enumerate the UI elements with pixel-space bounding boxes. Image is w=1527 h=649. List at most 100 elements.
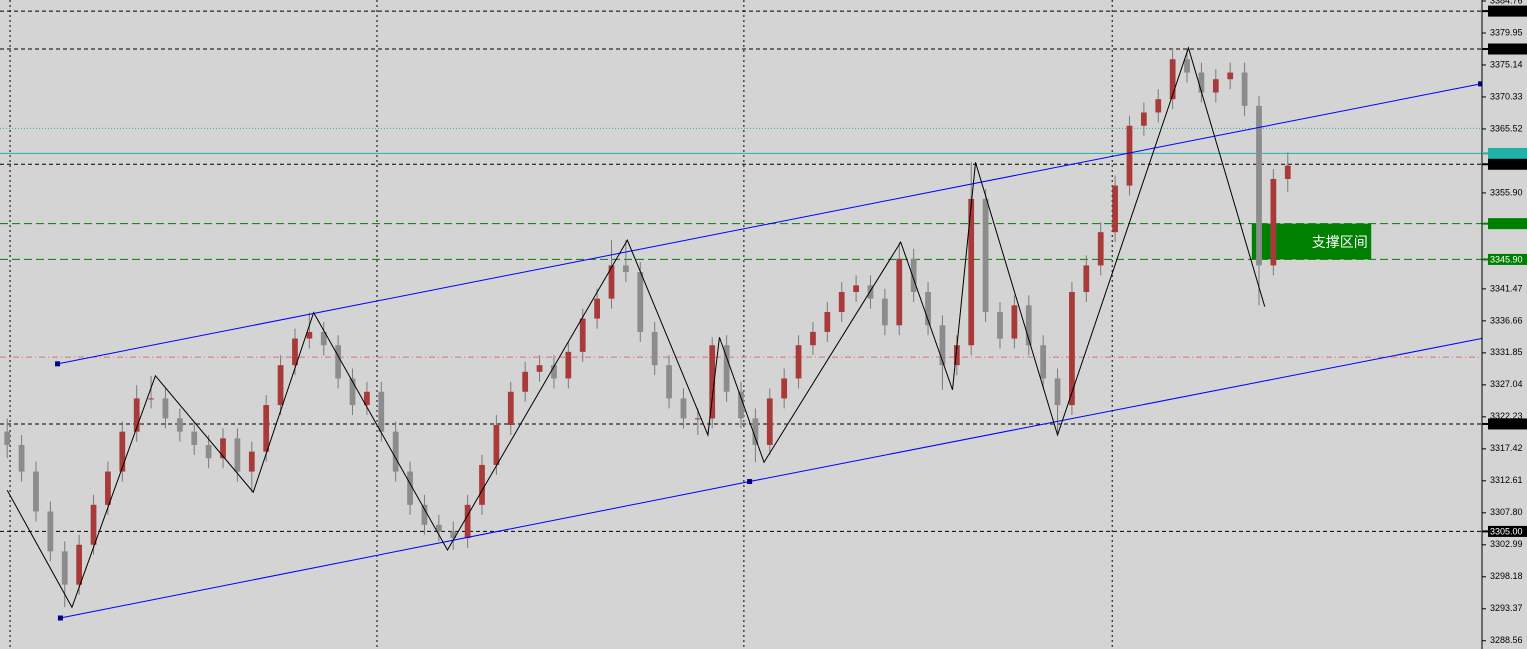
candle-body (1112, 185, 1118, 233)
candle-body (838, 292, 845, 312)
candle-body (565, 351, 572, 379)
candle-body (723, 345, 730, 392)
candle-body (752, 418, 759, 445)
candle-body (637, 272, 644, 332)
candle-body (623, 265, 629, 273)
candle-body (479, 464, 485, 505)
candle-body (882, 298, 888, 326)
candle-body (1025, 305, 1032, 346)
candle-body (1198, 72, 1205, 93)
y-tick-label: 3293.37 (1490, 603, 1523, 613)
candle-body (522, 371, 529, 392)
candle-body (234, 438, 241, 472)
candle-body (867, 285, 874, 299)
candle-body (925, 292, 931, 326)
candle-body (507, 391, 514, 426)
y-tick-label: 3327.04 (1490, 379, 1523, 389)
candle-body (766, 398, 773, 445)
candle-body (738, 391, 744, 419)
candle-body (651, 331, 658, 366)
candle-body (810, 331, 816, 346)
y-tick-label: 3336.66 (1490, 315, 1523, 325)
candle-body (450, 531, 457, 539)
candle-body (263, 405, 270, 452)
candle-body (910, 258, 917, 293)
trend-anchor (1478, 81, 1484, 87)
candle-body (4, 431, 11, 445)
candle-body (694, 418, 701, 420)
candle-body (306, 331, 313, 339)
candle-body (594, 298, 600, 319)
candle-body (1270, 178, 1277, 266)
level-label-bg (1488, 5, 1527, 17)
y-tick-label: 3379.95 (1490, 27, 1523, 37)
y-tick-label: 3302.99 (1490, 539, 1523, 549)
candle-body (1284, 165, 1291, 179)
candle-body (61, 551, 68, 585)
candle-body (18, 444, 25, 472)
candle-body (824, 311, 831, 332)
candle-body (781, 378, 788, 399)
candle-body (320, 331, 327, 346)
trend-anchor (57, 615, 63, 621)
candle-body (1097, 232, 1104, 266)
candle-body (1140, 112, 1147, 126)
candle-body (1040, 345, 1047, 379)
candle-body (853, 285, 859, 293)
candle-body (220, 438, 226, 459)
y-tick-label: 3322.23 (1490, 411, 1523, 421)
candle-body (364, 391, 370, 406)
y-tick-label: 3355.90 (1490, 187, 1523, 197)
zone-label: 支撑区间 (1312, 234, 1368, 250)
candle-body (292, 338, 298, 366)
axis-panel (1482, 0, 1527, 649)
level-label-bg (1488, 253, 1527, 265)
level-label: 3345.90 (1490, 254, 1523, 264)
candle-body (795, 345, 802, 379)
y-tick-label: 3307.80 (1490, 507, 1523, 517)
candle-body (392, 431, 399, 472)
candle-body (33, 471, 39, 512)
candle-body (119, 431, 126, 472)
y-tick-label: 3341.47 (1490, 283, 1523, 293)
level-label-bg (1488, 218, 1527, 230)
candle-body (982, 198, 989, 312)
y-tick-label: 3370.33 (1490, 91, 1523, 101)
candle-body (162, 398, 169, 419)
candle-body (90, 504, 97, 545)
candle-body (1227, 72, 1234, 80)
candle-body (76, 544, 83, 585)
candle-body (1069, 292, 1075, 406)
zigzag (6, 46, 1266, 609)
level-label-bg (1488, 158, 1527, 170)
y-tick-label: 3384.76 (1490, 0, 1523, 5)
candle-body (680, 398, 687, 419)
candle-body (105, 471, 111, 505)
candle-body (176, 418, 183, 432)
candle-body (666, 365, 672, 399)
candle-body (148, 398, 154, 400)
level-label-bg (1488, 418, 1527, 430)
candle-body (1212, 79, 1219, 93)
candle-body (133, 398, 140, 432)
candle-body (1169, 59, 1176, 100)
candle-body (968, 198, 975, 346)
candle-body (579, 318, 586, 352)
candle-body (1155, 99, 1162, 113)
candle-body (1241, 72, 1248, 106)
candle-body (435, 524, 442, 532)
candle-body (608, 265, 615, 299)
y-tick-label: 3331.85 (1490, 347, 1523, 357)
candle-body (493, 425, 500, 465)
trend-anchor (55, 361, 61, 367)
candle-body (378, 391, 385, 432)
y-tick-label: 3298.18 (1490, 571, 1523, 581)
candle-body (709, 345, 716, 419)
y-tick-label: 3365.52 (1490, 123, 1523, 133)
candle-body (248, 451, 255, 472)
candle-body (1011, 305, 1018, 339)
candle-body (1126, 125, 1133, 186)
candle-body (407, 471, 413, 505)
candle-body (349, 378, 356, 406)
